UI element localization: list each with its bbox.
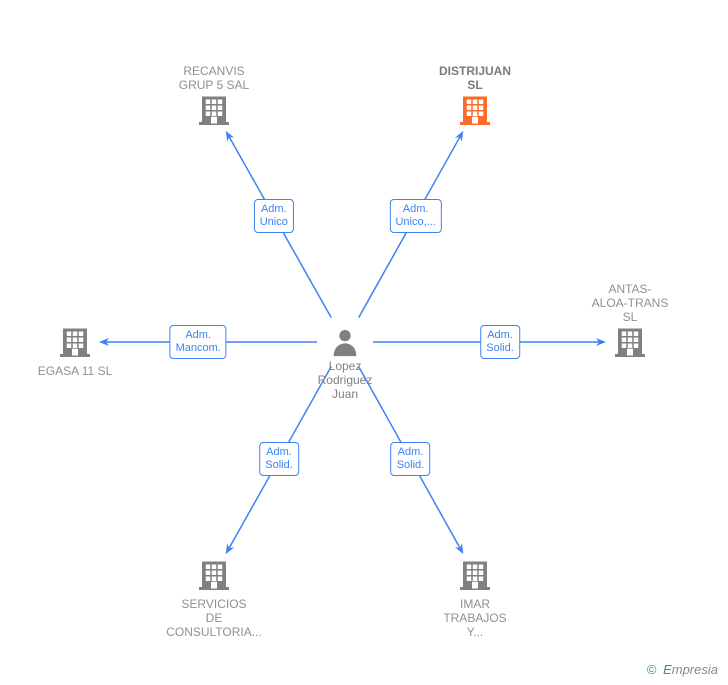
company-node-distrijuan: DISTRIJUAN SL [420, 60, 530, 128]
building-icon [20, 324, 130, 360]
building-icon [420, 557, 530, 593]
copyright-symbol: © [647, 662, 657, 677]
building-icon [575, 324, 685, 360]
company-node-recanvis: RECANVIS GRUP 5 SAL [159, 60, 269, 128]
building-icon [420, 92, 530, 128]
edge-label: Adm. Unico,... [389, 199, 441, 233]
watermark: © Empresia [647, 662, 718, 677]
edge-label: Adm. Mancom. [170, 325, 227, 359]
company-label: RECANVIS GRUP 5 SAL [159, 64, 269, 92]
company-label: DISTRIJUAN SL [420, 64, 530, 92]
edge-label: Adm. Unico [254, 199, 294, 233]
company-node-egasa: EGASA 11 SL [20, 324, 130, 378]
company-label: SERVICIOS DE CONSULTORIA... [159, 597, 269, 639]
edge-label: Adm. Solid. [259, 442, 299, 476]
company-node-servicios: SERVICIOS DE CONSULTORIA... [159, 557, 269, 639]
brand-text: Empresia [663, 662, 718, 677]
center-label: Lopez Rodriguez Juan [305, 359, 385, 401]
company-node-antas: ANTAS- ALOA-TRANS SL [575, 278, 685, 360]
company-label: ANTAS- ALOA-TRANS SL [575, 282, 685, 324]
building-icon [159, 557, 269, 593]
company-label: IMAR TRABAJOS Y... [420, 597, 530, 639]
building-icon [159, 92, 269, 128]
company-node-imar: IMAR TRABAJOS Y... [420, 557, 530, 639]
person-icon [305, 325, 385, 359]
edge-label: Adm. Solid. [391, 442, 431, 476]
edge-label: Adm. Solid. [480, 325, 520, 359]
company-label: EGASA 11 SL [20, 364, 130, 378]
center-person-node: Lopez Rodriguez Juan [305, 325, 385, 401]
